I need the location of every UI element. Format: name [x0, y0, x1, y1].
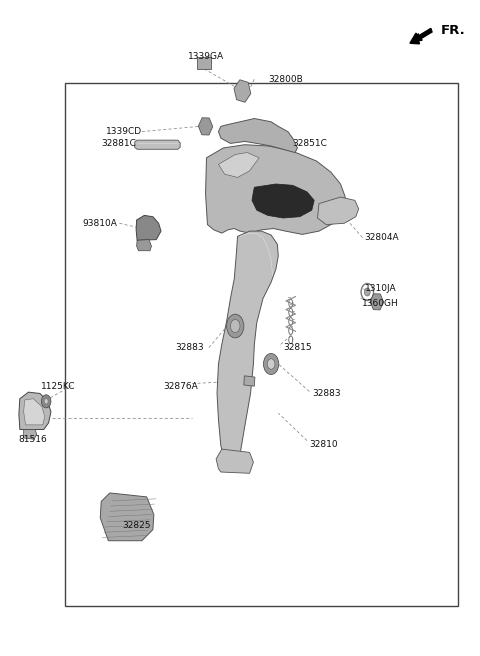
Polygon shape [135, 140, 180, 150]
Polygon shape [100, 493, 154, 541]
Bar [197, 57, 211, 69]
Text: 32881C: 32881C [101, 139, 136, 148]
Circle shape [44, 399, 48, 404]
Text: 32876A: 32876A [163, 382, 198, 392]
Text: 32883: 32883 [175, 343, 204, 352]
FancyArrow shape [410, 28, 432, 44]
Polygon shape [205, 145, 345, 234]
Text: 1339GA: 1339GA [189, 52, 225, 61]
Circle shape [41, 395, 51, 408]
Text: 81516: 81516 [19, 435, 48, 443]
Polygon shape [24, 399, 45, 425]
Circle shape [364, 288, 370, 296]
Text: 32883: 32883 [312, 389, 340, 398]
Text: 32810: 32810 [310, 440, 338, 449]
Polygon shape [218, 119, 298, 153]
Bar [65, 83, 458, 606]
Polygon shape [24, 430, 36, 440]
Polygon shape [216, 449, 253, 474]
Polygon shape [252, 184, 314, 218]
Circle shape [230, 319, 240, 333]
Circle shape [267, 359, 275, 369]
Polygon shape [318, 197, 359, 224]
Text: 1310JA: 1310JA [365, 284, 397, 293]
Text: 32804A: 32804A [364, 233, 399, 242]
Text: 32815: 32815 [283, 343, 312, 352]
Text: 1125KC: 1125KC [41, 382, 76, 392]
Polygon shape [218, 153, 259, 177]
Text: 93810A: 93810A [82, 218, 117, 228]
Text: 1360GH: 1360GH [362, 298, 399, 308]
Circle shape [227, 314, 244, 338]
Text: 32851C: 32851C [293, 139, 327, 148]
Polygon shape [19, 392, 51, 430]
Text: FR.: FR. [441, 24, 466, 37]
Polygon shape [217, 231, 278, 469]
Polygon shape [137, 239, 152, 251]
Bar [244, 376, 255, 386]
Text: 32800B: 32800B [269, 75, 303, 84]
Text: 32825: 32825 [123, 522, 151, 530]
Circle shape [264, 354, 279, 375]
Polygon shape [136, 215, 161, 240]
Text: 1339CD: 1339CD [106, 127, 142, 136]
